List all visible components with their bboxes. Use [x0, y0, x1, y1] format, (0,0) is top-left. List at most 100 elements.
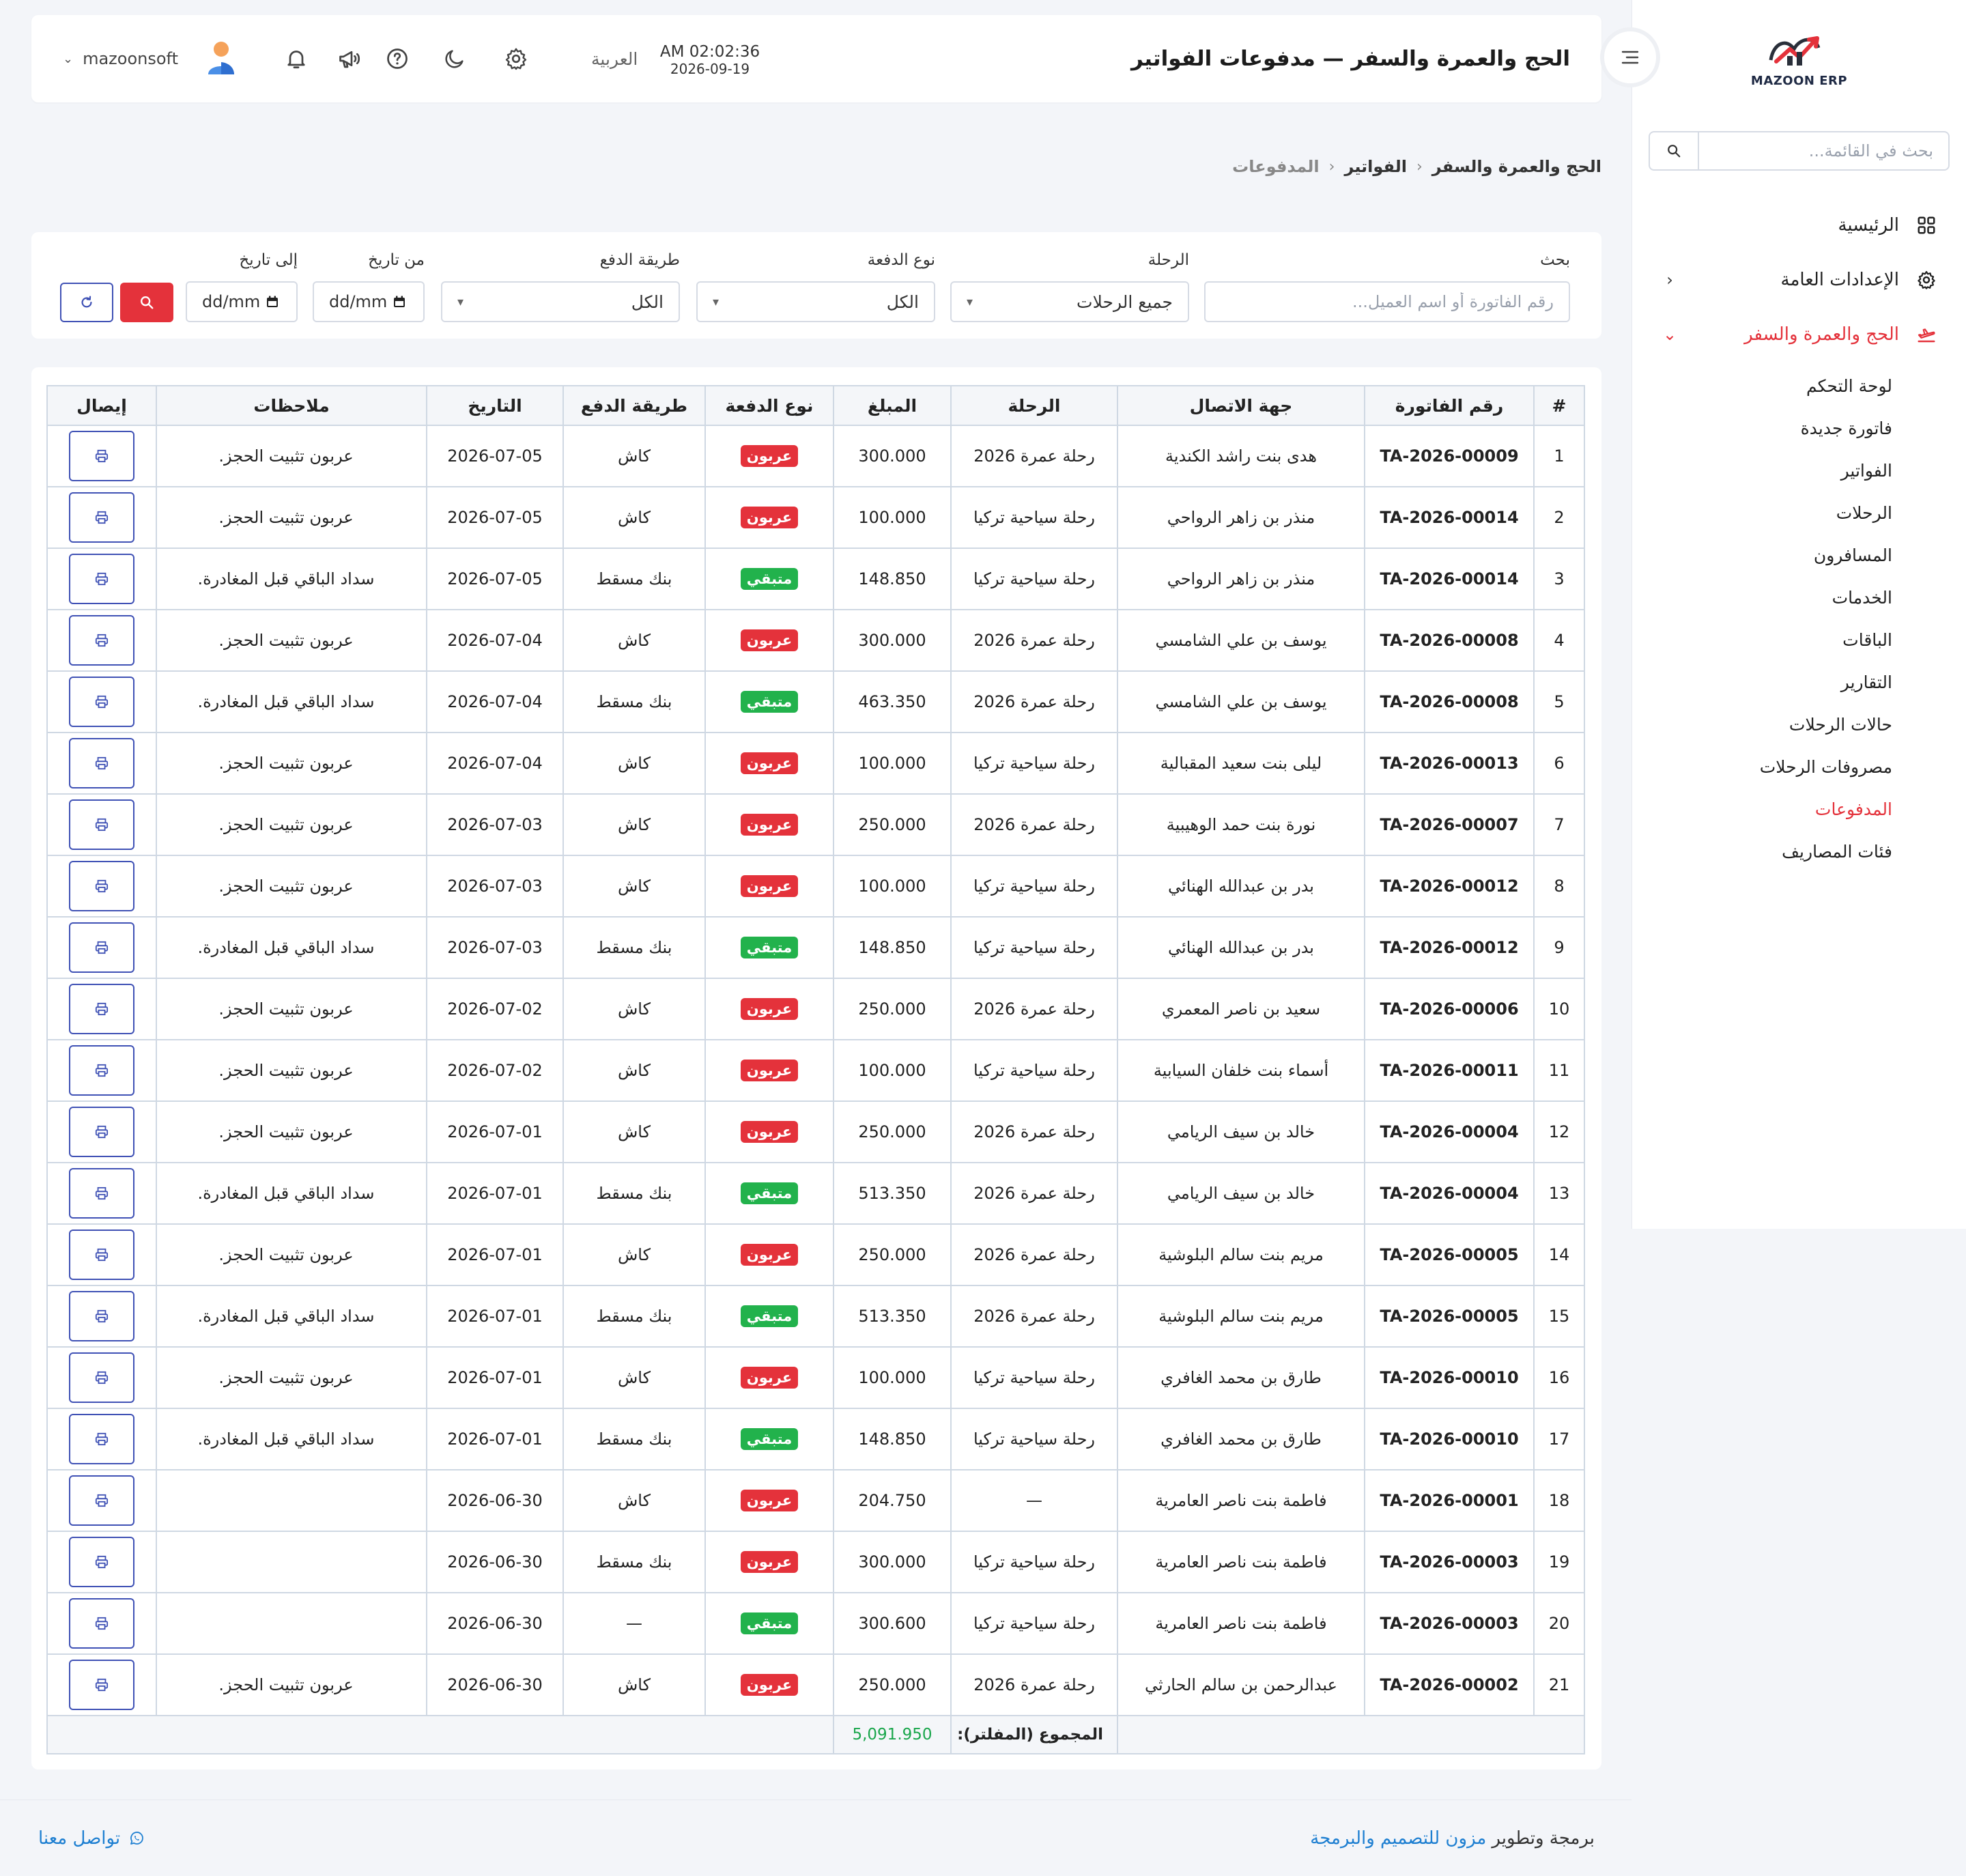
- trip-select[interactable]: جميع الرحلات ▾: [950, 281, 1189, 322]
- col-header-contact[interactable]: جهة الاتصال: [1117, 385, 1365, 426]
- sidebar-subitem-payments[interactable]: المدفوعات: [1814, 799, 1892, 819]
- contact-link[interactable]: تواصل معنا: [38, 1800, 145, 1876]
- breadcrumb-item-invoices[interactable]: الفواتير: [1344, 157, 1407, 176]
- col-header-payment-type[interactable]: نوع الدفعة: [704, 385, 834, 426]
- print-receipt-button[interactable]: [69, 1414, 134, 1464]
- print-receipt-button[interactable]: [69, 984, 134, 1034]
- printer-icon: [95, 511, 109, 524]
- print-receipt-button[interactable]: [69, 799, 134, 850]
- print-receipt-button[interactable]: [69, 615, 134, 666]
- bell-icon[interactable]: [283, 45, 310, 72]
- from-date-input[interactable]: dd/mm: [313, 281, 425, 322]
- menu-toggle-button[interactable]: [1600, 27, 1660, 87]
- invoice-link[interactable]: TA-2026-00010: [1364, 1408, 1535, 1470]
- invoice-link[interactable]: TA-2026-00014: [1364, 548, 1535, 610]
- moon-icon[interactable]: [441, 45, 468, 72]
- megaphone-icon[interactable]: [336, 45, 363, 72]
- receipt-cell: [46, 425, 157, 487]
- search-icon[interactable]: [1650, 132, 1699, 169]
- sidebar-item-hajj-travel[interactable]: الحج والعمرة والسفر ⌄: [1632, 307, 1966, 362]
- notes-cell: سداد الباقي قبل المغادرة.: [156, 1162, 427, 1225]
- search-input[interactable]: [1206, 283, 1569, 321]
- invoice-link[interactable]: TA-2026-00004: [1364, 1100, 1535, 1163]
- receipt-cell: [46, 1592, 157, 1655]
- invoice-link[interactable]: TA-2026-00007: [1364, 793, 1535, 856]
- print-receipt-button[interactable]: [69, 1475, 134, 1526]
- print-receipt-button[interactable]: [69, 922, 134, 973]
- invoice-link[interactable]: TA-2026-00004: [1364, 1162, 1535, 1225]
- sidebar-item-settings[interactable]: الإعدادات العامة ‹: [1632, 253, 1966, 307]
- invoice-link[interactable]: TA-2026-00006: [1364, 978, 1535, 1040]
- print-receipt-button[interactable]: [69, 677, 134, 727]
- invoice-link[interactable]: TA-2026-00008: [1364, 609, 1535, 672]
- print-receipt-button[interactable]: [69, 738, 134, 788]
- help-icon[interactable]: [384, 45, 411, 72]
- sidebar-subitem-reports[interactable]: التقارير: [1840, 672, 1892, 692]
- invoice-link[interactable]: TA-2026-00003: [1364, 1592, 1535, 1655]
- col-header-trip[interactable]: الرحلة: [950, 385, 1118, 426]
- notes-cell: سداد الباقي قبل المغادرة.: [156, 670, 427, 733]
- sidebar-search-input[interactable]: [1699, 132, 1948, 169]
- invoice-link[interactable]: TA-2026-00012: [1364, 916, 1535, 979]
- sidebar-item-home[interactable]: الرئيسية: [1632, 198, 1966, 253]
- sidebar-subitem-travelers[interactable]: المسافرون: [1813, 545, 1892, 565]
- invoice-link[interactable]: TA-2026-00013: [1364, 732, 1535, 795]
- col-header-invoice[interactable]: رقم الفاتورة: [1364, 385, 1535, 426]
- col-header-payment-method[interactable]: طريقة الدفع: [562, 385, 706, 426]
- print-receipt-button[interactable]: [69, 1107, 134, 1157]
- breadcrumb-item-hajj[interactable]: الحج والعمرة والسفر: [1431, 157, 1601, 176]
- invoice-link[interactable]: TA-2026-00003: [1364, 1531, 1535, 1593]
- sidebar-subitem-services[interactable]: الخدمات: [1832, 587, 1892, 608]
- print-receipt-button[interactable]: [69, 431, 134, 481]
- sidebar-subitem-trip-expenses[interactable]: مصروفات الرحلات: [1759, 756, 1892, 777]
- logo-area: MAZOON ERP: [1632, 0, 1966, 116]
- print-receipt-button[interactable]: [69, 554, 134, 604]
- invoice-link[interactable]: TA-2026-00001: [1364, 1469, 1535, 1532]
- user-menu[interactable]: ⌄ mazoonsoft: [63, 15, 237, 102]
- invoice-link[interactable]: TA-2026-00012: [1364, 855, 1535, 918]
- reset-button[interactable]: [60, 283, 113, 322]
- payment-type-badge: عربون: [740, 629, 799, 651]
- print-receipt-button[interactable]: [69, 492, 134, 543]
- print-receipt-button[interactable]: [69, 1537, 134, 1587]
- printer-icon: [95, 1248, 109, 1262]
- invoice-link[interactable]: TA-2026-00005: [1364, 1223, 1535, 1286]
- sidebar-subitem-expense-categories[interactable]: فئات المصاريف: [1782, 841, 1892, 862]
- print-receipt-button[interactable]: [69, 1291, 134, 1341]
- contact-cell: نورة بنت حمد الوهيبية: [1117, 793, 1365, 856]
- invoice-link[interactable]: TA-2026-00014: [1364, 486, 1535, 549]
- payment-type-select[interactable]: الكل ▾: [696, 281, 935, 322]
- print-receipt-button[interactable]: [69, 861, 134, 911]
- brand-logo[interactable]: MAZOON ERP: [1751, 29, 1847, 88]
- print-receipt-button[interactable]: [69, 1660, 134, 1710]
- invoice-link[interactable]: TA-2026-00011: [1364, 1039, 1535, 1102]
- print-receipt-button[interactable]: [69, 1230, 134, 1280]
- col-header-amount[interactable]: المبلغ: [833, 385, 952, 426]
- print-receipt-button[interactable]: [69, 1045, 134, 1096]
- sidebar-subitem-trips[interactable]: الرحلات: [1836, 502, 1892, 523]
- sidebar-subitem-packages[interactable]: الباقات: [1842, 629, 1892, 650]
- sidebar-subitem-dashboard[interactable]: لوحة التحكم: [1806, 375, 1892, 396]
- search-label: بحث: [1540, 251, 1570, 269]
- notes-cell: عربون تثبيت الحجز.: [156, 732, 427, 795]
- language-switch[interactable]: العربية: [591, 48, 638, 69]
- print-receipt-button[interactable]: [69, 1168, 134, 1219]
- to-date-input[interactable]: dd/mm: [186, 281, 298, 322]
- payment-method-select[interactable]: الكل ▾: [441, 281, 680, 322]
- search-button[interactable]: [120, 283, 173, 322]
- invoice-link[interactable]: TA-2026-00008: [1364, 670, 1535, 733]
- invoice-link[interactable]: TA-2026-00009: [1364, 425, 1535, 487]
- sidebar-subitem-trip-statuses[interactable]: حالات الرحلات: [1789, 714, 1892, 735]
- invoice-link[interactable]: TA-2026-00002: [1364, 1653, 1535, 1716]
- payment-method-cell: كاش: [562, 1653, 706, 1716]
- sidebar-subitem-new-invoice[interactable]: فاتورة جديدة: [1800, 418, 1892, 438]
- print-receipt-button[interactable]: [69, 1598, 134, 1649]
- sidebar-subitem-invoices[interactable]: الفواتير: [1840, 460, 1892, 481]
- col-header-date[interactable]: التاريخ: [426, 385, 564, 426]
- settings-gear-icon[interactable]: [502, 45, 530, 72]
- credit-brand-link[interactable]: مزون للتصميم والبرمجة: [1310, 1828, 1487, 1849]
- print-receipt-button[interactable]: [69, 1352, 134, 1403]
- invoice-link[interactable]: TA-2026-00005: [1364, 1285, 1535, 1348]
- sidebar-item-label: الحج والعمرة والسفر: [1744, 324, 1899, 345]
- invoice-link[interactable]: TA-2026-00010: [1364, 1346, 1535, 1409]
